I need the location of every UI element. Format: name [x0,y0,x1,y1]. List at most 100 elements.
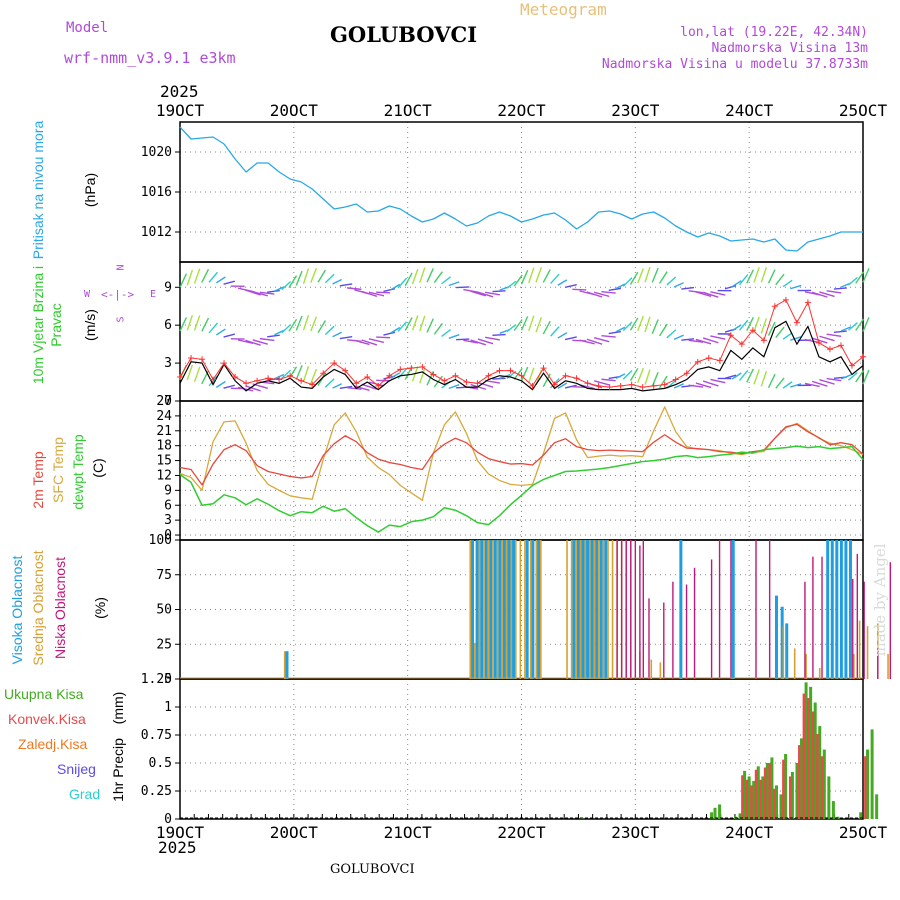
wind-gust-marker [837,342,844,349]
wind-arrow [557,279,568,286]
wind-arrow [419,267,426,283]
compass-south: S [115,316,127,323]
wind-arrow [259,291,275,295]
wind-arrow [644,266,651,283]
legend-conv-precip: Konvek.Kisa [8,711,86,727]
wind-arrow [252,290,268,297]
wind-gust-marker [694,358,701,365]
precip-bar-convective [763,767,767,819]
precip-bar-convective [750,785,753,819]
precip-bar-total [831,801,835,819]
wind-arrow [441,328,452,337]
wind-gust-marker [540,365,547,372]
wind-arrow [274,286,285,292]
wind-gust-marker [716,357,723,364]
wind-gust-marker [606,384,613,391]
wind-gust-marker [254,377,261,384]
wind-arrow [186,364,194,381]
wind-arrow [572,288,587,291]
wind-arrow [738,369,749,381]
precip-bar-convective [788,776,792,819]
y-tick-label: 12 [156,468,172,483]
wind-arrow [520,316,529,331]
y-tick-label: 0.25 [141,784,172,799]
wind-gust-marker [419,363,426,370]
precip-label: 1hr Precip [110,738,126,802]
wind-gust-marker [430,371,437,378]
wind-arrow [615,373,626,379]
wind-arrow [463,339,479,344]
wind-arrow [615,283,626,290]
wind-gust-marker [474,380,481,387]
compass-symbol: <-|-> [101,288,135,301]
wind-gust-marker [408,365,415,372]
x-tick-label-bottom: 19OCT [156,823,205,842]
wind-arrow [608,287,622,292]
y-tick-label: 3 [164,513,172,528]
wind-arrow [746,316,754,331]
wind-gust-marker [793,319,800,326]
wind-gust-marker [177,373,183,380]
wind-arrow [681,286,695,290]
wind-arrow [593,291,610,298]
wind-arrow [586,338,603,345]
x-tick-label-bottom: 21OCT [384,823,433,842]
wind-arrow [186,314,194,331]
precip-bar-convective [782,759,785,819]
wind-arrow [637,268,645,284]
precip-bar-total [822,749,826,819]
meteogram-title: Meteogram [520,0,607,19]
wind-arrow [629,317,639,331]
wind-arrow [310,267,318,283]
precip-bar-convective [759,779,762,819]
precip-bar-convective [864,756,867,819]
wind-gust-marker [760,337,767,344]
wind-arrow [324,273,335,284]
wind-gust-marker [738,341,745,348]
dewpt-line [179,445,864,533]
footer-station: GOLUBOVCI [330,862,415,877]
wind-arrow [710,335,726,340]
wind-arrow [179,273,188,288]
wind-arrow [811,291,828,298]
wind-gust-marker [584,380,591,387]
wind-arrow [448,281,460,287]
wind-arrow [782,279,793,288]
wind-arrow [542,320,551,335]
wind-arrow [433,271,443,284]
wind-gust-marker [749,327,756,334]
precip-bar-total [859,812,863,819]
wind-arrow [658,271,668,284]
y-tick-label: 1020 [141,145,172,160]
wind-arrow [833,330,847,333]
y-tick-label: 0 [164,672,172,687]
wind-arrow [767,269,776,284]
wind-gust-marker [265,375,272,382]
wind-arrow [688,339,704,343]
precip-bar-total [743,770,747,819]
wind-arrow [775,273,785,286]
legend-total-precip: Ukupna Kisa [4,686,84,702]
wind-arrow [862,317,870,332]
wind-gust-marker [826,346,833,353]
wind-arrow [819,291,835,298]
cloud-unit: (%) [92,597,108,619]
wind-arrow [317,373,327,386]
model-altitude-label: Nadmorska Visina u modelu 37.8733m [601,57,868,72]
wind-gust-marker [386,372,393,379]
wind-arrow [637,315,645,331]
x-tick-label-bottom: 22OCT [497,823,546,842]
wind-arrow [281,280,292,291]
sfc-temp-label: SFC Temp [50,437,66,503]
y-tick-label: 15 [156,454,172,469]
compass-west: W [84,289,91,300]
wind-arrow [746,368,754,383]
station-title: GOLUBOVCI [330,22,478,47]
wind-gust-marker [287,372,294,379]
wind-arrow [448,384,460,390]
y-tick-label: 1016 [141,185,172,200]
wind-arrow [324,325,335,336]
wind-arrow [397,368,408,379]
wind-arrow [456,286,470,289]
